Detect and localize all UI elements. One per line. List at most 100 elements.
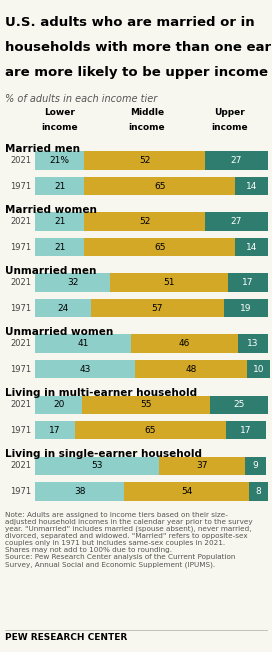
Bar [249, 482, 268, 501]
Text: 1971: 1971 [10, 426, 31, 435]
Text: 41: 41 [77, 339, 89, 348]
Bar [210, 396, 268, 414]
Bar [35, 482, 124, 501]
Bar [247, 360, 270, 378]
Text: % of adults in each income tier: % of adults in each income tier [5, 94, 158, 104]
Text: 1971: 1971 [10, 243, 31, 252]
Text: 55: 55 [140, 400, 152, 409]
Text: 38: 38 [74, 487, 85, 496]
Bar [235, 177, 268, 195]
Text: income: income [129, 123, 165, 132]
Text: 21: 21 [54, 217, 66, 226]
Text: Living in multi-earner household: Living in multi-earner household [5, 389, 197, 398]
Bar [84, 238, 235, 256]
Text: 65: 65 [154, 181, 166, 190]
Text: 2021: 2021 [10, 461, 31, 470]
Text: 2021: 2021 [10, 156, 31, 165]
Text: are more likely to be upper income: are more likely to be upper income [5, 66, 268, 79]
Bar [35, 421, 75, 439]
Text: 21%: 21% [50, 156, 70, 165]
Text: Unmarried women: Unmarried women [5, 327, 114, 337]
Bar [35, 151, 84, 170]
Text: Unmarried men: Unmarried men [5, 266, 97, 276]
Text: 10: 10 [253, 364, 264, 374]
Text: 17: 17 [50, 426, 61, 435]
Bar [110, 273, 228, 291]
Text: income: income [42, 123, 78, 132]
Text: 65: 65 [154, 243, 166, 252]
Text: U.S. adults who are married or in: U.S. adults who are married or in [5, 16, 255, 29]
Text: 53: 53 [91, 461, 103, 470]
Text: 51: 51 [163, 278, 175, 287]
Text: Note: Adults are assigned to income tiers based on their size-
adjusted househol: Note: Adults are assigned to income tier… [5, 512, 253, 568]
Text: 19: 19 [240, 304, 252, 313]
Bar [84, 151, 205, 170]
Bar [224, 299, 268, 318]
Bar [159, 456, 245, 475]
Text: 1971: 1971 [10, 181, 31, 190]
Text: 14: 14 [246, 243, 257, 252]
Text: 32: 32 [67, 278, 78, 287]
Bar [235, 238, 268, 256]
Text: 13: 13 [247, 339, 259, 348]
Text: 1971: 1971 [10, 304, 31, 313]
Bar [35, 396, 82, 414]
Bar [84, 213, 205, 231]
Text: 1971: 1971 [10, 487, 31, 496]
Bar [84, 177, 235, 195]
Text: Married women: Married women [5, 205, 97, 215]
Text: 52: 52 [139, 156, 150, 165]
Text: 17: 17 [240, 426, 252, 435]
Bar [226, 421, 265, 439]
Text: Living in single-earner household: Living in single-earner household [5, 449, 202, 460]
Bar [75, 421, 226, 439]
Text: 48: 48 [186, 364, 197, 374]
Text: 1971: 1971 [10, 364, 31, 374]
Bar [228, 273, 268, 291]
Text: Middle: Middle [130, 108, 164, 117]
Bar [91, 299, 224, 318]
Text: 24: 24 [58, 304, 69, 313]
Text: 27: 27 [231, 156, 242, 165]
Bar [35, 273, 110, 291]
Bar [205, 213, 268, 231]
Bar [238, 334, 268, 353]
Text: 43: 43 [80, 364, 91, 374]
Text: 2021: 2021 [10, 278, 31, 287]
Text: 2021: 2021 [10, 339, 31, 348]
Bar [82, 396, 210, 414]
Bar [135, 360, 247, 378]
Bar [205, 151, 268, 170]
Text: 2021: 2021 [10, 217, 31, 226]
Text: 9: 9 [252, 461, 258, 470]
Text: households with more than one earner: households with more than one earner [5, 41, 272, 54]
Text: 57: 57 [152, 304, 163, 313]
Text: PEW RESEARCH CENTER: PEW RESEARCH CENTER [5, 633, 128, 642]
Bar [35, 360, 135, 378]
Text: 8: 8 [256, 487, 261, 496]
Text: 46: 46 [178, 339, 190, 348]
Bar [35, 177, 84, 195]
Bar [124, 482, 249, 501]
Text: 20: 20 [53, 400, 64, 409]
Text: Upper: Upper [214, 108, 245, 117]
Bar [131, 334, 238, 353]
Text: 2021: 2021 [10, 400, 31, 409]
Bar [245, 456, 265, 475]
Text: 25: 25 [233, 400, 245, 409]
Text: 21: 21 [54, 181, 66, 190]
Bar [35, 456, 159, 475]
Bar [35, 213, 84, 231]
Bar [35, 334, 131, 353]
Bar [35, 238, 84, 256]
Text: 17: 17 [242, 278, 254, 287]
Text: 37: 37 [196, 461, 207, 470]
Text: Married men: Married men [5, 144, 81, 154]
Text: 65: 65 [145, 426, 156, 435]
Text: Lower: Lower [44, 108, 75, 117]
Text: 27: 27 [231, 217, 242, 226]
Text: 21: 21 [54, 243, 66, 252]
Text: 52: 52 [139, 217, 150, 226]
Text: income: income [212, 123, 248, 132]
Text: 14: 14 [246, 181, 257, 190]
